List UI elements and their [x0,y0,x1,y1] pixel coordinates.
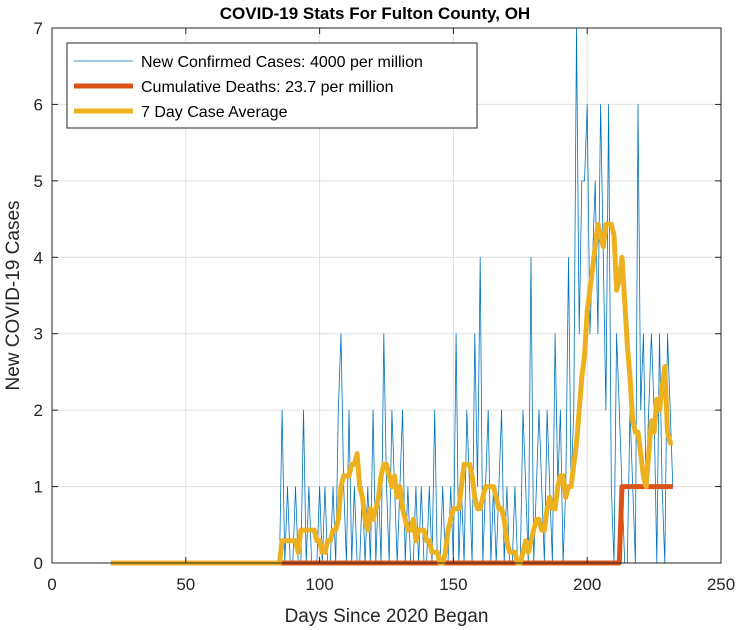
legend-label-deaths: Cumulative Deaths: 23.7 per million [141,79,394,96]
y-tick-label: 0 [34,554,43,573]
legend-box [66,42,478,129]
legend-label-average: 7 Day Case Average [141,104,288,121]
x-tick-label: 250 [707,575,735,594]
x-tick-label: 50 [176,575,195,594]
x-tick-label: 150 [439,575,467,594]
y-tick-label: 1 [34,478,43,497]
y-tick-label: 2 [34,401,43,420]
y-axis-label: New COVID-19 Cases [3,200,24,390]
x-axis-label: Days Since 2020 Began [285,606,489,627]
ticks: 0 50 100 150 200 250 0 1 2 3 4 5 6 7 [34,19,736,594]
y-tick-label: 3 [34,325,43,344]
y-tick-label: 6 [34,95,43,114]
legend-label-new-cases: New Confirmed Cases: 4000 per million [141,54,423,71]
y-tick-label: 7 [34,19,43,38]
x-tick-label: 200 [573,575,601,594]
chart-title: COVID-19 Stats For Fulton County, OH [220,4,530,23]
seven-day-average-line [110,221,673,566]
x-tick-label: 100 [305,575,333,594]
new-cases-line [279,27,674,564]
x-tick-label: 0 [47,575,56,594]
plot-border [51,27,722,564]
y-tick-label: 5 [34,172,43,191]
y-tick-label: 4 [34,248,43,267]
legend: New Confirmed Cases: 4000 per million Cum… [66,42,478,129]
